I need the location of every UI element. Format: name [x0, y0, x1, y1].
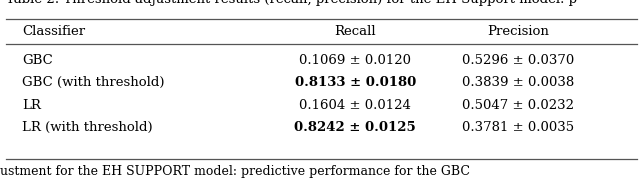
Text: Classifier: Classifier: [22, 25, 86, 38]
Text: GBC (with threshold): GBC (with threshold): [22, 76, 165, 89]
Text: 0.3839 ± 0.0038: 0.3839 ± 0.0038: [462, 76, 575, 89]
Text: Recall: Recall: [334, 25, 376, 38]
Text: 0.8242 ± 0.0125: 0.8242 ± 0.0125: [294, 121, 416, 134]
Text: GBC: GBC: [22, 54, 53, 67]
Text: 0.3781 ± 0.0035: 0.3781 ± 0.0035: [462, 121, 575, 134]
Text: 0.1069 ± 0.0120: 0.1069 ± 0.0120: [300, 54, 412, 67]
Text: Precision: Precision: [488, 25, 549, 38]
Text: LR (with threshold): LR (with threshold): [22, 121, 153, 134]
Text: Table 2: Threshold adjustment results (recall, precision) for the EH Support mod: Table 2: Threshold adjustment results (r…: [6, 0, 577, 6]
Text: 0.5296 ± 0.0370: 0.5296 ± 0.0370: [462, 54, 575, 67]
Text: LR: LR: [22, 99, 41, 112]
Text: ustment for the EH SUPPORT model: predictive performance for the GBC: ustment for the EH SUPPORT model: predic…: [0, 165, 470, 178]
Text: 0.1604 ± 0.0124: 0.1604 ± 0.0124: [300, 99, 411, 112]
Text: 0.5047 ± 0.0232: 0.5047 ± 0.0232: [463, 99, 575, 112]
Text: 0.8133 ± 0.0180: 0.8133 ± 0.0180: [294, 76, 416, 89]
